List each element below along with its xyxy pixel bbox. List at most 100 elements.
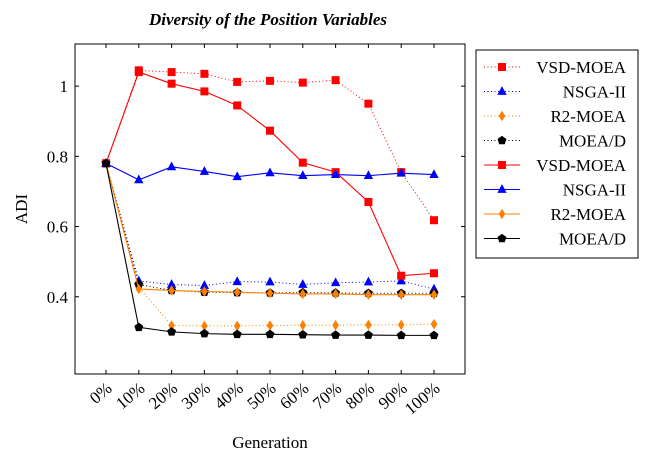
data-point bbox=[397, 289, 405, 300]
x-tick-label: 0% bbox=[86, 379, 116, 408]
series-line bbox=[105, 163, 434, 336]
data-point bbox=[265, 76, 274, 85]
data-point bbox=[331, 76, 340, 85]
data-point bbox=[201, 286, 208, 297]
legend-box bbox=[475, 49, 639, 259]
series-line bbox=[105, 69, 435, 221]
chart-title: Diversity of the Position Variables bbox=[148, 10, 387, 29]
series-dotted-nsga-ii bbox=[101, 158, 439, 293]
x-tick-label: 10% bbox=[112, 379, 148, 414]
data-point bbox=[101, 158, 111, 168]
data-point bbox=[265, 276, 275, 286]
series-line bbox=[105, 163, 434, 294]
legend-marker bbox=[497, 233, 507, 243]
x-axis-label: Generation bbox=[232, 433, 308, 452]
data-point bbox=[396, 330, 406, 340]
x-tick-label: 80% bbox=[342, 379, 378, 414]
data-point bbox=[199, 328, 209, 338]
legend-label: MOEA/D bbox=[559, 132, 626, 151]
data-point bbox=[429, 169, 439, 178]
legend: VSD-MOEA NSGA-II R2-MOEA MOEA/D VSD-MOEA NSGA… bbox=[475, 49, 639, 259]
legend-marker bbox=[497, 86, 507, 95]
data-point bbox=[166, 161, 177, 171]
legend-label: MOEA/D bbox=[559, 230, 626, 249]
data-point bbox=[298, 170, 308, 180]
data-point bbox=[265, 167, 275, 177]
data-point bbox=[429, 330, 439, 340]
series-dotted-r2-moea bbox=[102, 158, 438, 332]
data-point bbox=[430, 289, 438, 300]
data-point bbox=[363, 170, 374, 180]
x-tick-label: 20% bbox=[145, 379, 181, 414]
legend-label: R2-MOEA bbox=[550, 107, 626, 126]
x-tick-label: 50% bbox=[243, 379, 279, 414]
data-point bbox=[365, 289, 372, 300]
legend-label: R2-MOEA bbox=[550, 205, 626, 224]
y-tick-label: 0.6 bbox=[47, 218, 68, 237]
data-point bbox=[135, 283, 143, 295]
series-line bbox=[105, 163, 435, 327]
data-point bbox=[134, 322, 144, 332]
data-point bbox=[200, 87, 209, 96]
legend-item: R2-MOEA bbox=[484, 205, 627, 224]
data-point bbox=[332, 319, 339, 331]
data-point bbox=[299, 288, 307, 300]
data-point bbox=[299, 319, 307, 331]
data-point bbox=[233, 77, 242, 86]
x-tick-label: 30% bbox=[178, 379, 214, 414]
data-point bbox=[200, 69, 209, 78]
series-dotted-moea-d bbox=[101, 158, 439, 298]
data-point bbox=[199, 166, 210, 175]
y-tick-label: 1 bbox=[60, 77, 69, 96]
y-tick-label: 0.8 bbox=[47, 147, 68, 166]
legend-item: VSD-MOEA bbox=[484, 156, 627, 175]
legend-label: NSGA-II bbox=[563, 83, 627, 102]
data-point bbox=[331, 330, 341, 339]
legend-label: NSGA-II bbox=[563, 181, 627, 200]
series-line bbox=[105, 163, 434, 296]
legend-item: NSGA-II bbox=[484, 83, 626, 102]
data-point bbox=[167, 79, 176, 88]
data-point bbox=[233, 101, 242, 110]
data-point bbox=[298, 329, 308, 339]
series-layer bbox=[101, 66, 439, 340]
data-point bbox=[167, 327, 177, 336]
data-point bbox=[397, 271, 406, 280]
legend-item: MOEA/D bbox=[484, 230, 626, 249]
series-solid-nsga-ii bbox=[101, 158, 439, 184]
data-point bbox=[364, 197, 373, 206]
data-point bbox=[397, 319, 405, 331]
data-point bbox=[233, 286, 241, 298]
data-point bbox=[232, 329, 242, 339]
x-tick-label: 100% bbox=[401, 379, 444, 419]
data-point bbox=[298, 78, 307, 87]
legend-marker bbox=[498, 208, 506, 220]
data-point bbox=[429, 269, 438, 278]
legend-label: VSD-MOEA bbox=[536, 58, 626, 77]
data-point bbox=[430, 318, 438, 330]
data-point bbox=[232, 171, 242, 181]
data-point bbox=[168, 285, 175, 296]
data-point bbox=[298, 279, 308, 288]
data-point bbox=[332, 288, 339, 300]
legend-marker bbox=[497, 160, 506, 169]
legend-item: VSD-MOEA bbox=[484, 58, 627, 77]
legend-marker bbox=[497, 63, 506, 72]
data-point bbox=[330, 169, 341, 178]
data-point bbox=[167, 68, 176, 77]
data-point bbox=[363, 330, 373, 339]
y-tick-label: 0.4 bbox=[47, 288, 69, 307]
x-axis: 0%10%20%30%40%50%60%70%80%90%100% bbox=[86, 44, 444, 419]
data-point bbox=[134, 68, 143, 77]
data-point bbox=[265, 329, 275, 339]
data-point bbox=[298, 158, 307, 167]
x-tick-label: 70% bbox=[309, 379, 345, 414]
data-point bbox=[266, 320, 274, 331]
series-line bbox=[105, 163, 435, 290]
data-point bbox=[365, 319, 372, 331]
data-point bbox=[396, 275, 406, 285]
data-point bbox=[429, 216, 438, 225]
series-dotted-vsd-moea bbox=[102, 66, 438, 225]
legend-marker bbox=[497, 135, 507, 145]
